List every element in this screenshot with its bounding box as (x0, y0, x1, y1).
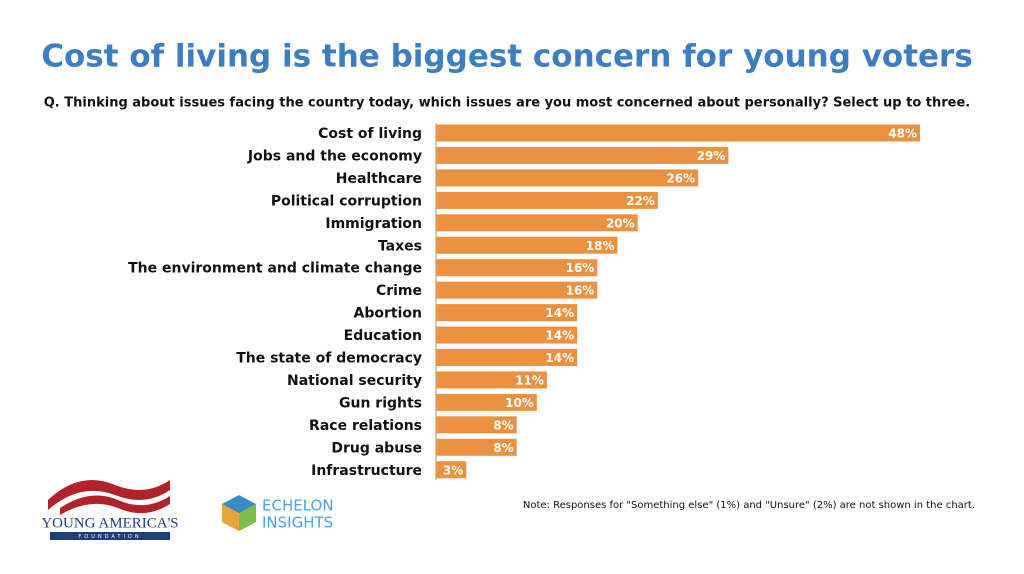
echelon-logo: ECHELON INSIGHTS (222, 495, 334, 532)
value-label: 22% (626, 194, 655, 208)
bar (436, 259, 598, 277)
category-label: The environment and climate change (128, 261, 422, 277)
bar (436, 281, 598, 299)
bar (436, 169, 699, 187)
category-label: Gun rights (339, 395, 422, 411)
value-label: 16% (566, 261, 595, 275)
value-label: 8% (493, 418, 513, 432)
bar (436, 349, 578, 366)
category-label: Drug abuse (331, 440, 422, 456)
value-label: 20% (606, 216, 635, 230)
bar (436, 214, 638, 232)
bar (436, 124, 920, 142)
value-label: 11% (515, 373, 544, 387)
category-label: Abortion (354, 306, 422, 322)
category-label: Political corruption (271, 193, 422, 209)
value-label: 8% (493, 441, 513, 455)
bar (436, 146, 729, 164)
value-label: 3% (443, 463, 463, 477)
bar (436, 438, 517, 456)
chart-note: Note: Responses for "Something else" (1%… (523, 500, 975, 511)
logo-text: FOUNDATION (78, 534, 141, 540)
bar (436, 191, 658, 209)
logo-bar (50, 532, 170, 540)
category-label: Cost of living (318, 126, 422, 142)
value-label: 26% (666, 171, 695, 185)
category-label: The state of democracy (236, 351, 422, 367)
logo-stripe (48, 480, 170, 510)
value-label: 29% (697, 149, 726, 163)
value-label: 14% (545, 329, 574, 343)
value-label: 16% (566, 284, 595, 298)
category-label: Jobs and the economy (247, 148, 422, 164)
category-label: Infrastructure (311, 463, 422, 479)
category-label: Crime (376, 283, 422, 299)
value-label: 14% (545, 351, 574, 365)
bar (436, 326, 578, 344)
chart-title: Cost of living is the biggest concern fo… (41, 39, 973, 75)
category-label: Immigration (325, 216, 422, 232)
bar (436, 304, 578, 322)
bar (436, 371, 547, 389)
bar (436, 416, 517, 434)
category-label: Taxes (378, 238, 422, 254)
value-label: 48% (888, 127, 917, 141)
yaf-logo: YOUNG AMERICA'S FOUNDATION (41, 480, 179, 540)
category-label: Healthcare (336, 171, 422, 187)
bar (436, 393, 537, 411)
logo-text: YOUNG AMERICA'S (41, 515, 178, 531)
value-label: 18% (586, 239, 615, 253)
value-label: 10% (505, 396, 534, 410)
category-label: Education (344, 328, 422, 344)
logo-stripe (60, 495, 170, 515)
value-label: 14% (545, 306, 574, 320)
bar (436, 461, 467, 479)
logo-hex (239, 504, 256, 531)
category-label: Race relations (309, 418, 422, 434)
chart-subtitle: Q. Thinking about issues facing the coun… (44, 96, 971, 111)
logo-text: ECHELON (262, 497, 334, 515)
logo-text: INSIGHTS (262, 514, 333, 532)
category-label: National security (287, 373, 422, 389)
logo-hex (222, 504, 239, 531)
bar (436, 236, 618, 254)
